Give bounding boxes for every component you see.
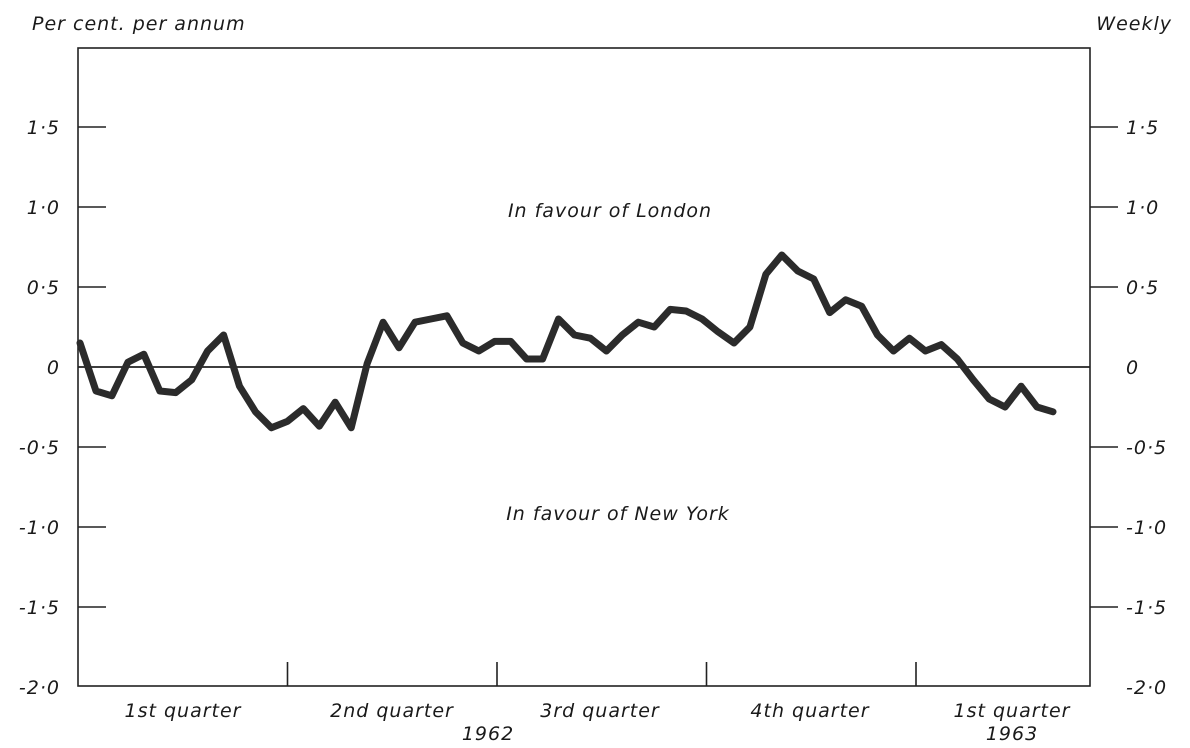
x-year-1963: 1963 [986,723,1038,745]
x-period-label-4: 1st quarter [954,700,1071,722]
y-tick-label-left-1: 1·0 [27,197,60,219]
y-tick-label-right-2: 0·5 [1126,277,1159,299]
x-period-label-2: 3rd quarter [540,700,660,722]
y-tick-label-right-3: 0 [1126,357,1139,379]
y-axis-title-left: Per cent. per annum [32,13,246,35]
annotation-london: In favour of London [508,200,712,222]
y-tick-label-left-7: -2·0 [19,677,60,699]
y-tick-label-left-0: 1·5 [27,117,60,139]
y-tick-label-right-5: -1·0 [1126,517,1167,539]
y-ticks-right: 1·5 1·0 0·5 0 -0·5 -1·0 -1·5 -2·0 [1090,117,1167,699]
y-tick-label-left-5: -1·0 [19,517,60,539]
x-period-label-3: 4th quarter [750,700,869,722]
y-ticks-left: 1·5 1·0 0·5 0 -0·5 -1·0 -1·5 -2·0 [19,117,106,699]
x-year-1962: 1962 [462,723,514,745]
y-tick-label-left-3: 0 [47,357,60,379]
y-tick-label-right-6: -1·5 [1126,597,1167,619]
x-ticks [286,662,917,686]
x-period-label-0: 1st quarter [125,700,242,722]
y-tick-label-right-7: -2·0 [1126,677,1167,699]
annotation-new-york: In favour of New York [506,503,730,525]
y-tick-label-left-4: -0·5 [19,437,60,459]
y-tick-label-right-4: -0·5 [1126,437,1167,459]
series-line-weekly [76,251,1057,432]
y-tick-label-right-0: 1·5 [1126,117,1159,139]
x-period-label-1: 2nd quarter [330,700,454,722]
y-tick-label-left-2: 0·5 [27,277,60,299]
y-tick-label-left-6: -1·5 [19,597,60,619]
y-axis-title-right: Weekly [1096,13,1172,35]
x-period-labels: 1st quarter 2nd quarter 3rd quarter 4th qua… [125,700,1071,722]
y-tick-label-right-1: 1·0 [1126,197,1159,219]
